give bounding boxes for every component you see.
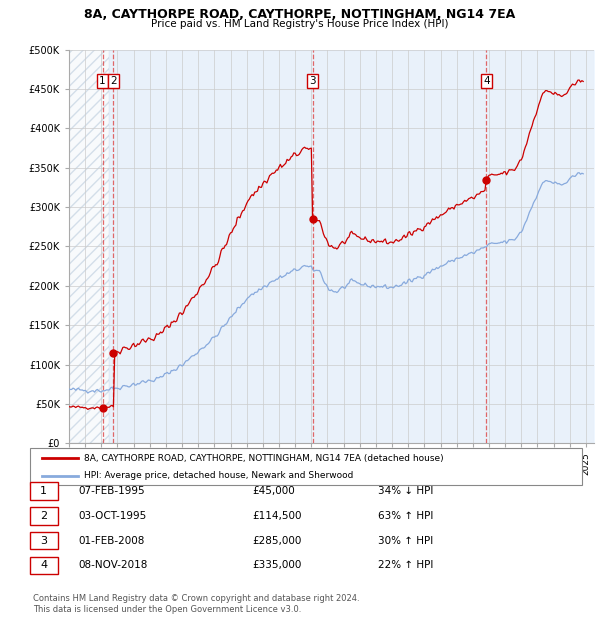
Text: 8A, CAYTHORPE ROAD, CAYTHORPE, NOTTINGHAM, NG14 7EA: 8A, CAYTHORPE ROAD, CAYTHORPE, NOTTINGHA… [85,8,515,21]
Text: 1: 1 [99,76,106,86]
Text: 3: 3 [309,76,316,86]
Text: £114,500: £114,500 [252,511,302,521]
Text: 07-FEB-1995: 07-FEB-1995 [78,486,145,496]
Point [308,214,317,224]
Text: 08-NOV-2018: 08-NOV-2018 [78,560,148,570]
Text: £285,000: £285,000 [252,536,301,546]
Text: Price paid vs. HM Land Registry's House Price Index (HPI): Price paid vs. HM Land Registry's House … [151,19,449,29]
Text: 34% ↓ HPI: 34% ↓ HPI [378,486,433,496]
Text: £45,000: £45,000 [252,486,295,496]
Text: 03-OCT-1995: 03-OCT-1995 [78,511,146,521]
Text: 4: 4 [40,560,47,570]
Text: 3: 3 [40,536,47,546]
Text: 30% ↑ HPI: 30% ↑ HPI [378,536,433,546]
Text: 2: 2 [40,511,47,521]
Text: 8A, CAYTHORPE ROAD, CAYTHORPE, NOTTINGHAM, NG14 7EA (detached house): 8A, CAYTHORPE ROAD, CAYTHORPE, NOTTINGHA… [84,454,443,463]
Text: 63% ↑ HPI: 63% ↑ HPI [378,511,433,521]
Text: 01-FEB-2008: 01-FEB-2008 [78,536,145,546]
Point [109,348,118,358]
Text: £335,000: £335,000 [252,560,301,570]
Text: 1: 1 [40,486,47,496]
Text: 4: 4 [483,76,490,86]
Text: HPI: Average price, detached house, Newark and Sherwood: HPI: Average price, detached house, Newa… [84,471,353,480]
Point [98,403,107,413]
Text: 2: 2 [110,76,117,86]
Text: 22% ↑ HPI: 22% ↑ HPI [378,560,433,570]
Point [481,175,491,185]
Text: Contains HM Land Registry data © Crown copyright and database right 2024.
This d: Contains HM Land Registry data © Crown c… [33,595,359,614]
